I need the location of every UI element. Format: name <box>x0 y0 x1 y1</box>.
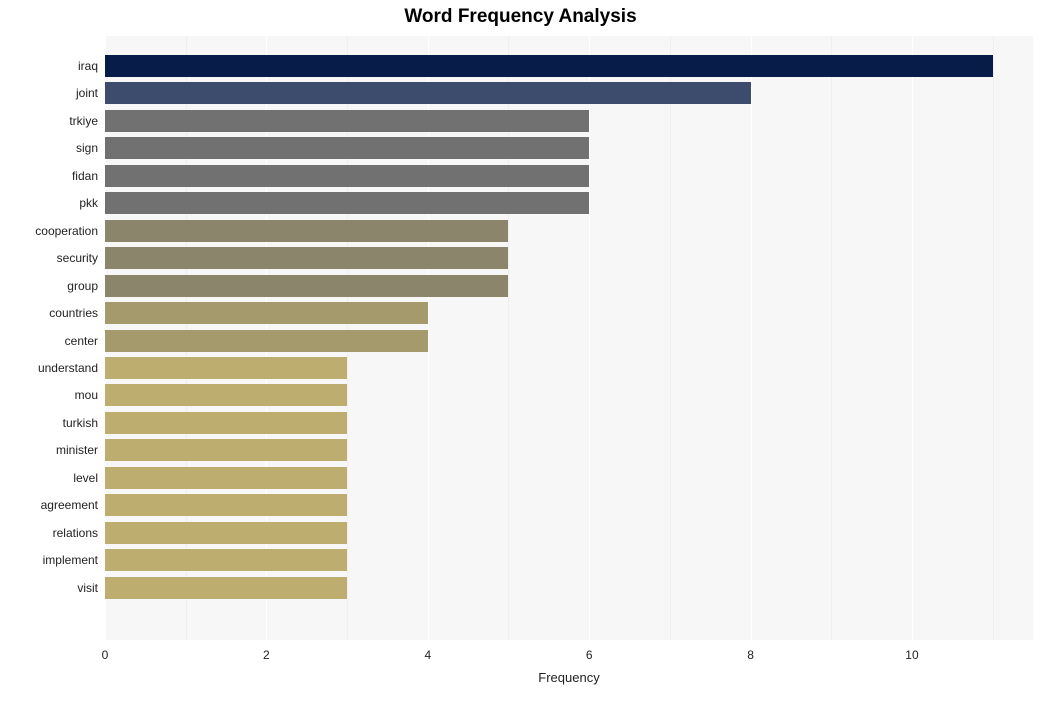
bar <box>105 522 347 544</box>
bar <box>105 577 347 599</box>
y-tick-label: group <box>0 275 98 297</box>
bar <box>105 165 589 187</box>
y-tick-label: minister <box>0 439 98 461</box>
x-axis-title: Frequency <box>105 670 1033 685</box>
bar <box>105 494 347 516</box>
x-grid-line <box>751 36 752 640</box>
y-tick-label: center <box>0 330 98 352</box>
y-tick-label: fidan <box>0 165 98 187</box>
plot-area <box>105 36 1033 640</box>
y-tick-label: cooperation <box>0 220 98 242</box>
y-tick-label: mou <box>0 384 98 406</box>
y-tick-label: level <box>0 467 98 489</box>
x-grid-line-minor <box>993 36 994 640</box>
bar <box>105 55 993 77</box>
y-tick-label: iraq <box>0 55 98 77</box>
y-tick-label: understand <box>0 357 98 379</box>
y-tick-label: visit <box>0 577 98 599</box>
bar <box>105 357 347 379</box>
x-grid-line <box>912 36 913 640</box>
bar <box>105 412 347 434</box>
bar <box>105 275 508 297</box>
bar <box>105 220 508 242</box>
bar <box>105 192 589 214</box>
chart-container: { "chart": { "type": "bar-horizontal", "… <box>0 0 1041 701</box>
y-tick-label: trkiye <box>0 110 98 132</box>
bar <box>105 302 428 324</box>
y-tick-label: pkk <box>0 192 98 214</box>
x-tick-label: 8 <box>747 648 754 662</box>
y-tick-label: agreement <box>0 494 98 516</box>
x-tick-label: 10 <box>905 648 918 662</box>
x-tick-label: 4 <box>424 648 431 662</box>
x-grid-line-minor <box>670 36 671 640</box>
bar <box>105 247 508 269</box>
x-grid-line-minor <box>831 36 832 640</box>
y-tick-label: joint <box>0 82 98 104</box>
bar <box>105 110 589 132</box>
y-tick-label: relations <box>0 522 98 544</box>
bar <box>105 330 428 352</box>
bar <box>105 467 347 489</box>
chart-title: Word Frequency Analysis <box>0 6 1041 28</box>
bar <box>105 137 589 159</box>
y-tick-label: security <box>0 247 98 269</box>
y-tick-label: implement <box>0 549 98 571</box>
y-tick-label: countries <box>0 302 98 324</box>
bar <box>105 82 751 104</box>
y-tick-label: sign <box>0 137 98 159</box>
x-tick-label: 6 <box>586 648 593 662</box>
bar <box>105 384 347 406</box>
bar <box>105 439 347 461</box>
bar <box>105 549 347 571</box>
x-tick-label: 0 <box>102 648 109 662</box>
x-tick-label: 2 <box>263 648 270 662</box>
y-tick-label: turkish <box>0 412 98 434</box>
x-grid-line <box>589 36 590 640</box>
